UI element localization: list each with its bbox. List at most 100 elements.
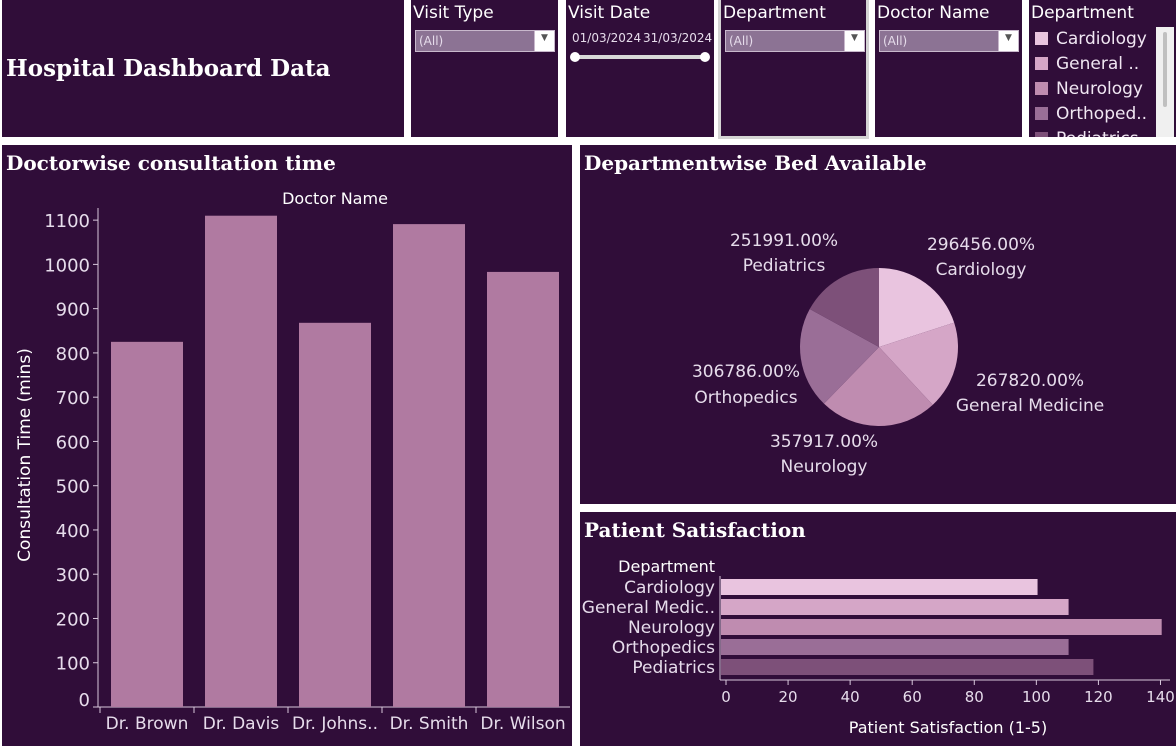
department-filter: Department (All) ▼	[716, 0, 871, 141]
pie-category-label: General Medicine	[956, 396, 1104, 416]
dashboard-title: Hospital Dashboard Data	[6, 55, 331, 82]
consultation-chart: Doctor Name Consultation Time (mins) 0 100 2…	[15, 189, 570, 734]
pie-slice	[823, 347, 933, 426]
department-arrow[interactable]: ▼	[844, 31, 864, 51]
date-slider-start-handle[interactable]	[570, 52, 580, 62]
header-panel: Hospital Dashboard Data	[2, 0, 404, 137]
y-tick-label: 100	[56, 654, 90, 675]
satisfaction-panel: Patient Satisfaction Department Cardiolog…	[580, 512, 1176, 746]
y-tick-label: 800	[56, 344, 90, 365]
legend-scrollbar-thumb[interactable]	[1163, 32, 1167, 107]
doctor-name-arrow[interactable]: ▼	[998, 31, 1018, 51]
chevron-down-icon: ▼	[1005, 33, 1012, 43]
x-tick-label: 40	[841, 688, 860, 706]
bar	[111, 341, 183, 707]
legend-item[interactable]: Pediatrics	[1035, 129, 1139, 137]
legend-swatch	[1035, 82, 1048, 95]
visit-type-dropdown[interactable]: (All) ▼	[415, 30, 555, 52]
y-tick-label: 500	[56, 477, 90, 498]
legend-item[interactable]: Cardiology	[1035, 29, 1147, 49]
legend-label: Orthoped..	[1056, 104, 1148, 124]
bar	[205, 215, 277, 707]
visit-type-filter: Visit Type (All) ▼	[411, 0, 558, 137]
y-tick-label: 400	[56, 521, 90, 542]
pie-category-label: Cardiology	[936, 260, 1027, 280]
beds-panel: Departmentwise Bed Available 296456.00% C…	[580, 145, 1176, 504]
beds-chart: 296456.00% Cardiology 267820.00% General Me…	[692, 231, 1104, 477]
legend-item[interactable]: Neurology	[1035, 79, 1143, 99]
y-tick-label: 1100	[44, 211, 90, 232]
doctor-name-label: Doctor Name	[877, 3, 990, 23]
y-axis-title: Department	[618, 557, 715, 576]
pie-value-label: 306786.00%	[692, 362, 800, 382]
hbar	[721, 579, 1038, 595]
legend-label: Neurology	[1056, 79, 1143, 99]
y-tick-label: 600	[56, 432, 90, 453]
consultation-title: Doctorwise consultation time	[6, 151, 336, 175]
x-tick-label: 0	[721, 688, 731, 706]
x-tick-label: Dr. Wilson	[480, 714, 565, 734]
y-tick-label: Orthopedics	[612, 638, 715, 658]
legend-swatch	[1035, 107, 1048, 120]
legend-label: Cardiology	[1056, 29, 1147, 49]
x-tick-label: Dr. Johns..	[292, 714, 378, 734]
x-axis-title: Patient Satisfaction (1-5)	[849, 718, 1047, 737]
visit-date-end: 31/03/2024	[643, 31, 713, 45]
visit-type-label: Visit Type	[413, 3, 494, 23]
y-axis-title: Consultation Time (mins)	[15, 348, 35, 562]
pie-slice	[809, 268, 879, 347]
y-tick-label: 300	[56, 565, 90, 586]
date-slider-track[interactable]	[574, 55, 706, 59]
beds-title: Departmentwise Bed Available	[584, 151, 927, 175]
x-tick-label: Dr. Brown	[106, 714, 189, 734]
pie-slice	[879, 322, 958, 405]
y-tick-label: 900	[56, 300, 90, 321]
pie-value-label: 251991.00%	[730, 231, 838, 251]
x-axis-title: Doctor Name	[282, 189, 388, 208]
satisfaction-title: Patient Satisfaction	[584, 518, 806, 542]
visit-date-start: 01/03/2024	[572, 31, 642, 45]
legend-label: Pediatrics	[1056, 129, 1139, 137]
hbar	[721, 659, 1094, 675]
visit-type-arrow[interactable]: ▼	[534, 31, 554, 51]
y-tick-label: 1000	[44, 255, 90, 276]
y-tick-label: 200	[56, 609, 90, 630]
legend-scrollbar[interactable]	[1156, 27, 1174, 137]
legend-item[interactable]: General ..	[1035, 54, 1139, 74]
x-tick-label: 60	[903, 688, 922, 706]
visit-date-label: Visit Date	[568, 3, 651, 23]
x-tick-label: 20	[779, 688, 798, 706]
doctor-name-filter: Doctor Name (All) ▼	[875, 0, 1022, 137]
chevron-down-icon: ▼	[851, 33, 858, 43]
x-tick-label: 80	[965, 688, 984, 706]
y-tick-label: Pediatrics	[632, 658, 715, 678]
pie-slice	[879, 268, 955, 347]
legend-label: General ..	[1056, 54, 1140, 74]
department-dropdown[interactable]: (All) ▼	[725, 30, 865, 52]
doctor-name-dropdown[interactable]: (All) ▼	[879, 30, 1019, 52]
y-tick-label: General Medic..	[582, 598, 715, 618]
y-tick-label: Neurology	[628, 618, 715, 638]
doctor-name-value: (All)	[883, 34, 908, 48]
department-legend: Department Cardiology General .. Neurology…	[1029, 0, 1176, 137]
date-slider-end-handle[interactable]	[700, 52, 710, 62]
pie-slice	[800, 309, 879, 404]
department-value: (All)	[729, 34, 754, 48]
y-tick-label: 700	[56, 388, 90, 409]
consultation-panel: Doctorwise consultation time Doctor Name…	[2, 145, 572, 746]
pie-category-label: Orthopedics	[694, 388, 797, 408]
hbar	[721, 599, 1069, 615]
x-tick-label: Dr. Davis	[203, 714, 280, 734]
department-label: Department	[723, 3, 826, 23]
x-tick-label: 140	[1146, 688, 1175, 706]
bar	[393, 224, 465, 707]
x-tick-label: Dr. Smith	[390, 714, 469, 734]
pie-category-label: Pediatrics	[743, 256, 826, 276]
legend-item[interactable]: Orthoped..	[1035, 104, 1147, 124]
hbar	[721, 639, 1069, 655]
bar	[299, 322, 371, 707]
pie-value-label: 357917.00%	[770, 432, 878, 452]
legend-swatch	[1035, 132, 1048, 137]
legend-title: Department	[1031, 3, 1134, 23]
